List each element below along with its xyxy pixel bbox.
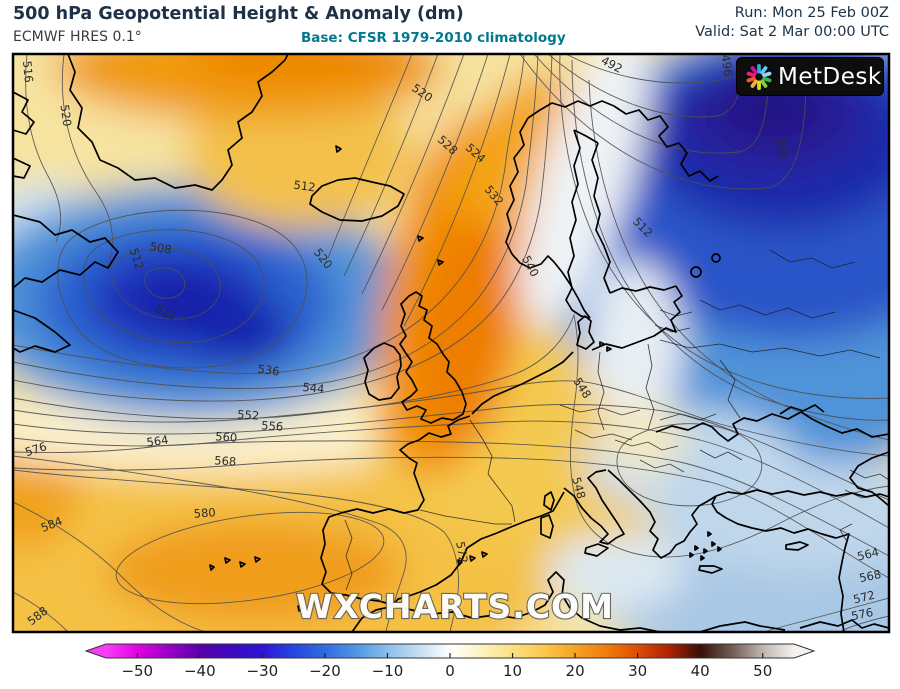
contour-label: 576 xyxy=(23,439,48,459)
valid-time-label: Valid: Sat 2 Mar 00:00 UTC xyxy=(695,24,889,40)
contour-label: 568 xyxy=(214,453,237,468)
metdesk-pinwheel-icon xyxy=(746,63,772,90)
colorbar-tick-label: 40 xyxy=(691,662,710,680)
contour-label: 520 xyxy=(58,104,75,128)
contour-label: 556 xyxy=(261,418,284,433)
contour-label: 564 xyxy=(146,433,170,450)
contour-label: 572 xyxy=(453,540,471,564)
colorbar-tick-label: 50 xyxy=(753,662,772,680)
contour-label: 508 xyxy=(773,135,791,159)
contour-label: 508 xyxy=(149,239,173,257)
anomaly-colorbar: −50 −40 −30 −20 −10 0 10 20 30 40 50 xyxy=(84,643,816,680)
model-label: ECMWF HRES 0.1° xyxy=(13,29,142,45)
run-time-label: Run: Mon 25 Feb 00Z xyxy=(734,5,889,21)
contour-label: 548 xyxy=(569,476,588,501)
colorbar-tick-label: 30 xyxy=(628,662,647,680)
metdesk-logo: MetDesk xyxy=(737,58,883,95)
contour-label: 568 xyxy=(858,567,882,585)
colorbar-bar xyxy=(84,643,816,659)
colorbar-tick-label: −10 xyxy=(372,662,404,680)
page-title: 500 hPa Geopotential Height & Anomaly (d… xyxy=(13,4,464,24)
contour-label: 516 xyxy=(20,60,36,83)
colorbar-tick-label: −40 xyxy=(184,662,216,680)
colorbar-tick-label: −20 xyxy=(309,662,341,680)
coastlines xyxy=(13,54,889,632)
contour-label: 580 xyxy=(193,505,216,520)
colorbar-tick-label: 10 xyxy=(503,662,522,680)
contour-label: 536 xyxy=(257,362,281,379)
colorbar-tick-label: 0 xyxy=(445,662,455,680)
contour-label: 564 xyxy=(856,545,881,564)
contour-label: 544 xyxy=(302,380,325,396)
contour-label: 512 xyxy=(293,178,317,195)
contour-label: 572 xyxy=(852,588,877,607)
colorbar-ticks xyxy=(136,653,764,658)
colorbar-tick-label: −50 xyxy=(121,662,153,680)
anomaly-field xyxy=(13,54,889,632)
contour-label: 496 xyxy=(719,54,736,78)
map-border xyxy=(11,52,891,634)
watermark-text: WXCHARTS.COM xyxy=(296,587,614,626)
contour-label: 552 xyxy=(237,407,260,422)
contour-label: 576 xyxy=(850,605,874,623)
colorbar-tick-label: 20 xyxy=(566,662,585,680)
metdesk-logo-text: MetDesk xyxy=(778,63,882,90)
colorbar-tick-labels: −50 −40 −30 −20 −10 0 10 20 30 40 50 xyxy=(121,662,772,680)
contour-label: 512 xyxy=(127,246,147,271)
climatology-base-label: Base: CFSR 1979-2010 climatology xyxy=(301,30,566,46)
colorbar-tick-label: −30 xyxy=(247,662,279,680)
country-borders xyxy=(344,249,889,591)
contour-label: 560 xyxy=(215,429,238,444)
